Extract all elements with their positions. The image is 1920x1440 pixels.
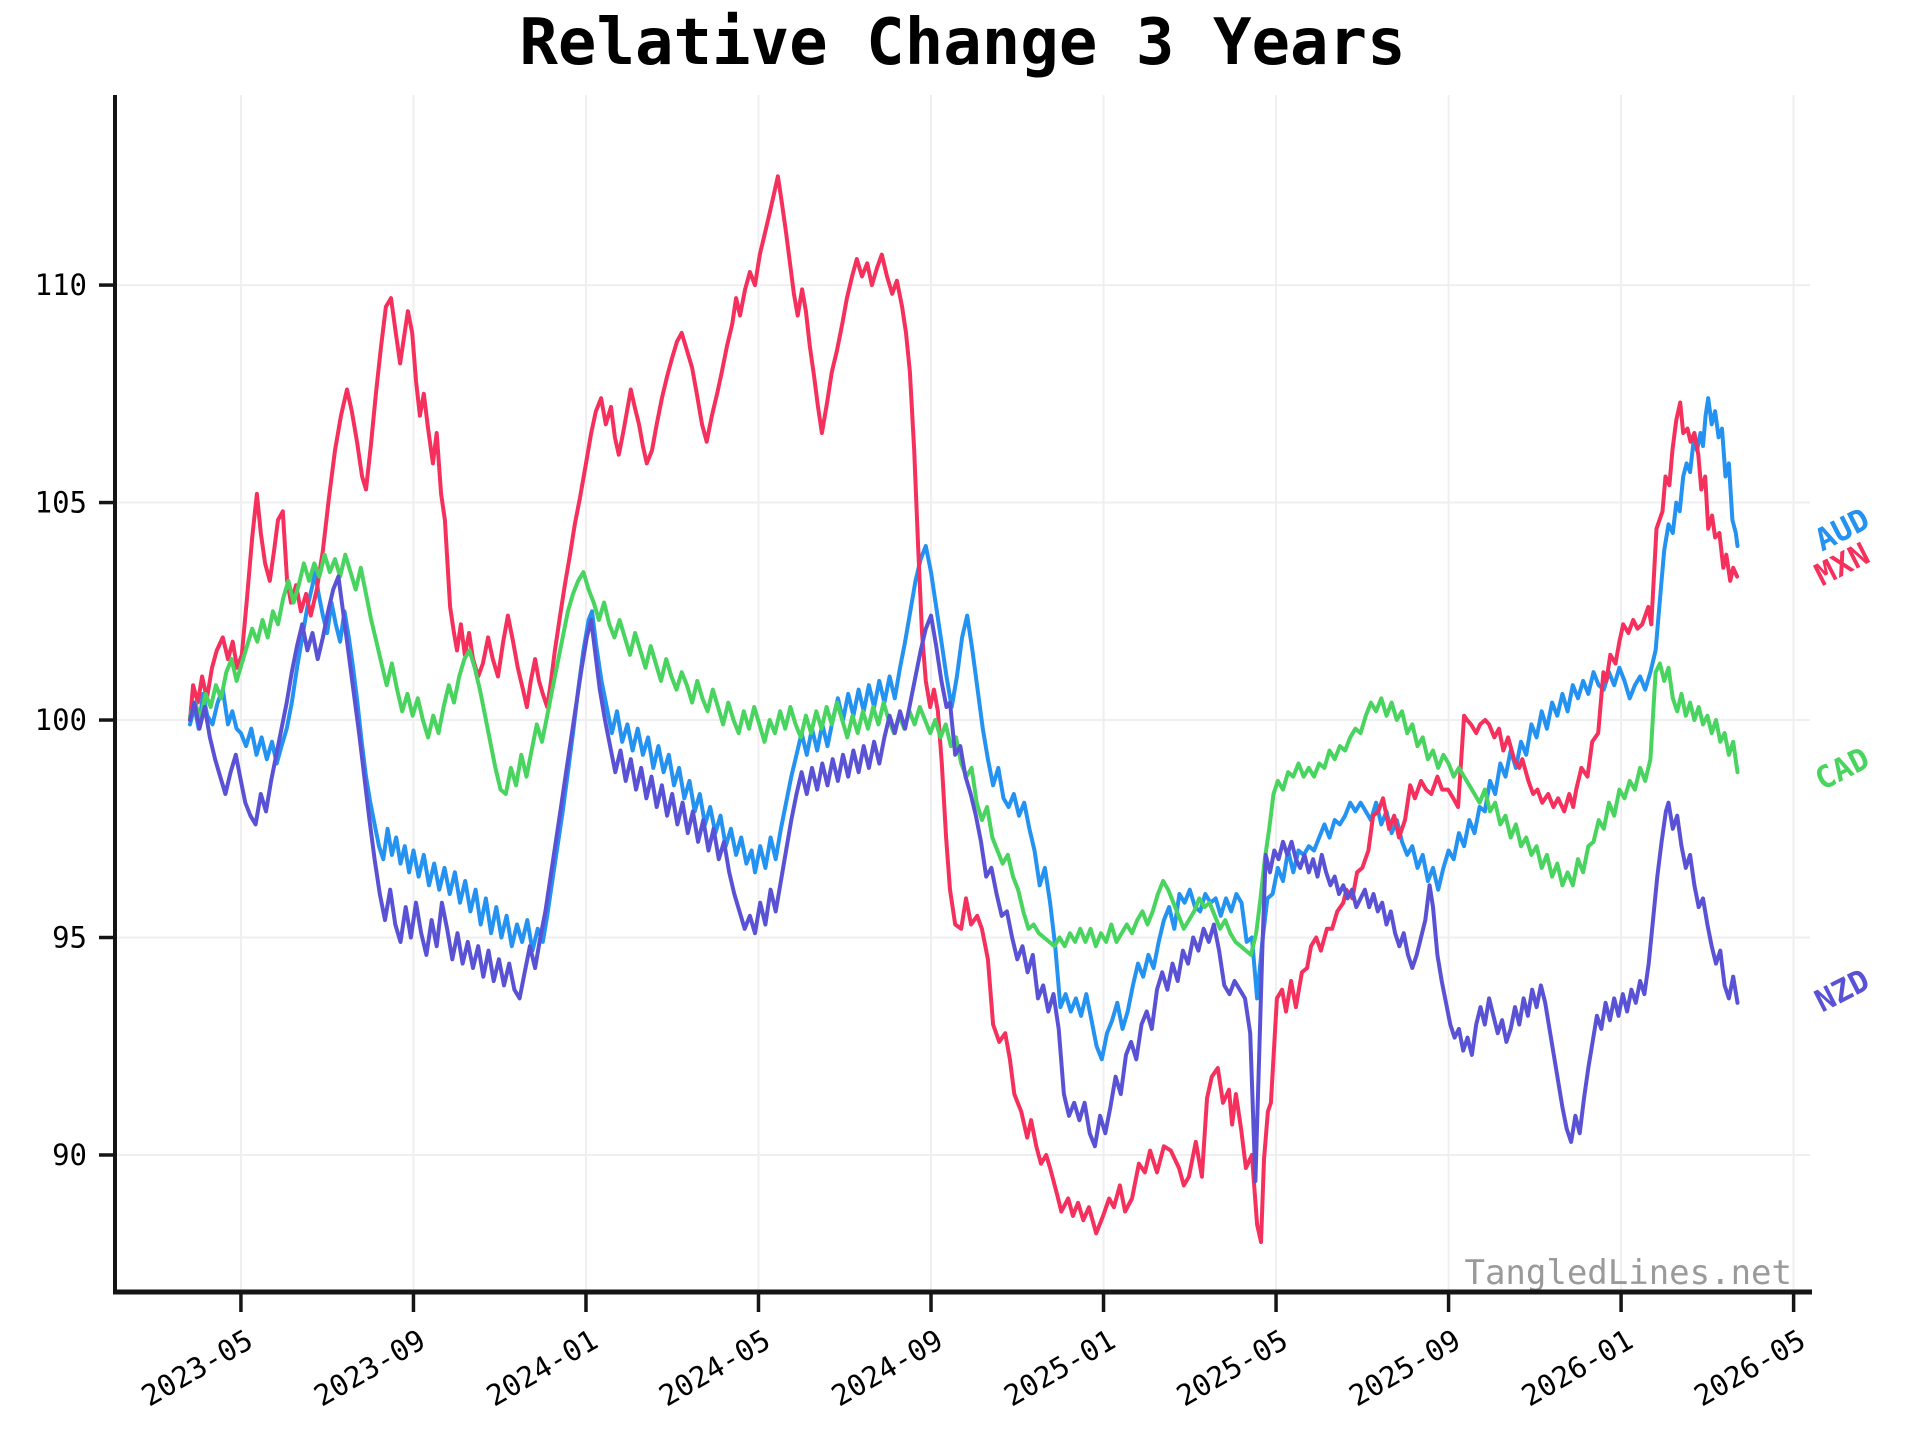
x-tick-label: 2023-09	[308, 1323, 431, 1414]
y-tick-label: 105	[35, 486, 87, 520]
series-line-CAD	[188, 552, 1740, 957]
y-tick-label: 100	[35, 703, 87, 737]
x-tick-label: 2023-05	[136, 1323, 259, 1414]
y-tick-label: 95	[52, 921, 87, 955]
x-tick-label: 2025-05	[1171, 1323, 1294, 1414]
watermark-text: TangledLines.net	[1464, 1253, 1792, 1293]
x-tick-label: 2024-09	[826, 1323, 949, 1414]
legend-label-CAD: CAD	[1809, 741, 1875, 798]
x-tick-label: 2026-01	[1516, 1323, 1639, 1414]
series-line-MXN	[188, 174, 1740, 1244]
x-tick-label: 2026-05	[1688, 1323, 1811, 1414]
y-tick-label: 90	[52, 1138, 87, 1172]
series-line-AUD	[188, 396, 1740, 1062]
x-tick-label: 2024-01	[481, 1323, 604, 1414]
x-tick-label: 2025-09	[1343, 1323, 1466, 1414]
legend-label-NZD: NZD	[1809, 962, 1875, 1019]
series-line-NZD	[188, 574, 1740, 1184]
x-tick-label: 2024-05	[653, 1323, 776, 1414]
chart-title: Relative Change 3 Years	[519, 6, 1406, 80]
y-tick-label: 110	[35, 268, 87, 302]
x-tick-label: 2025-01	[998, 1323, 1121, 1414]
